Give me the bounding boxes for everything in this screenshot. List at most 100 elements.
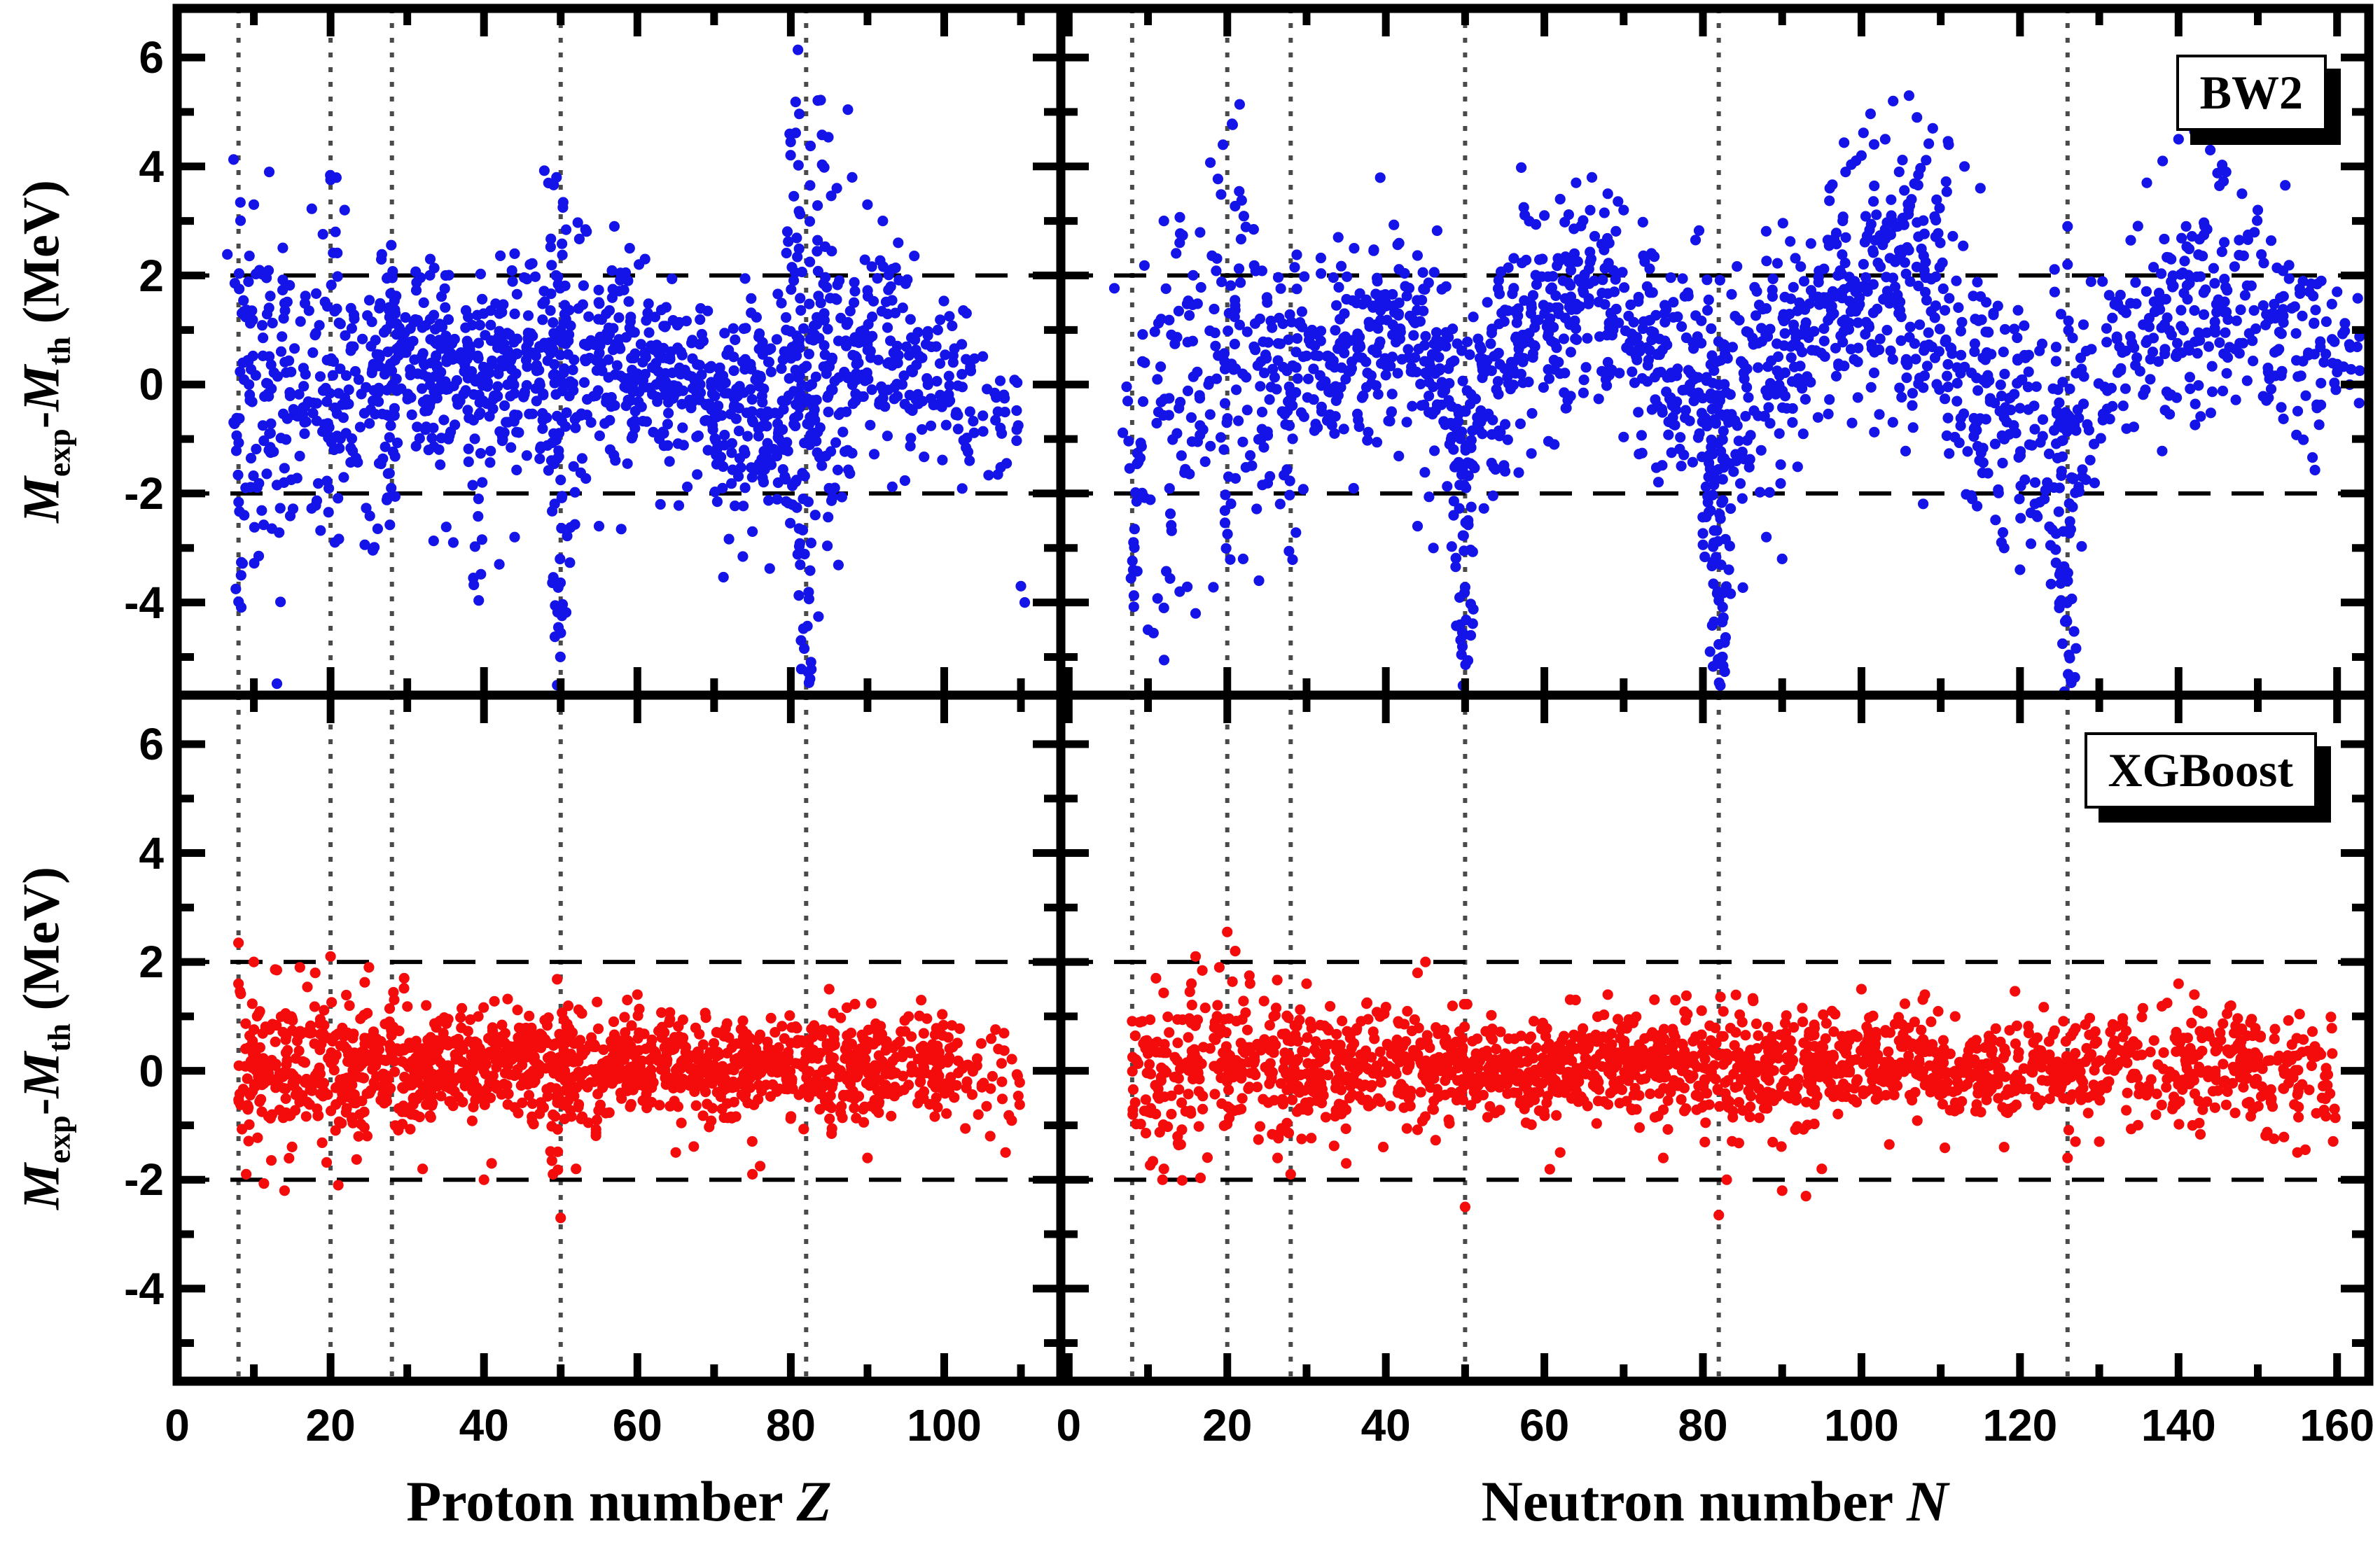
- data-point: [1155, 314, 1167, 325]
- data-point: [1787, 417, 1798, 428]
- data-point: [2035, 437, 2046, 448]
- data-point: [643, 1067, 654, 1078]
- data-point: [593, 314, 604, 325]
- data-point: [335, 363, 346, 375]
- data-point: [340, 399, 352, 410]
- data-point: [1706, 323, 1717, 335]
- data-point: [849, 1103, 860, 1114]
- data-point: [610, 455, 621, 466]
- data-point: [1283, 396, 1294, 407]
- data-point: [1218, 348, 1230, 359]
- data-point: [1744, 461, 1755, 473]
- data-point: [2257, 300, 2269, 312]
- data-point: [271, 480, 283, 491]
- data-point: [328, 356, 340, 367]
- data-point: [538, 165, 550, 176]
- data-point: [1365, 370, 1377, 382]
- data-point: [917, 352, 928, 363]
- data-point: [1990, 515, 2001, 526]
- data-point: [1244, 450, 1256, 461]
- data-point: [2316, 377, 2327, 389]
- data-point: [862, 199, 873, 210]
- data-point: [2031, 381, 2042, 392]
- data-point: [2076, 540, 2087, 552]
- data-point: [819, 241, 830, 252]
- data-point: [835, 312, 847, 323]
- data-point: [1968, 431, 1979, 442]
- data-point: [245, 452, 257, 464]
- data-point: [445, 1083, 456, 1094]
- data-point: [940, 419, 952, 431]
- data-point: [573, 1004, 585, 1015]
- data-point: [637, 356, 648, 368]
- data-point: [361, 1131, 373, 1142]
- data-point: [257, 350, 269, 361]
- data-point: [1192, 436, 1203, 447]
- data-point: [1654, 333, 1665, 344]
- data-point: [618, 1052, 629, 1063]
- data-point: [2014, 450, 2026, 461]
- data-point: [1881, 325, 1893, 336]
- data-point: [1158, 602, 1169, 614]
- data-point: [832, 279, 843, 291]
- data-point: [1519, 295, 1530, 306]
- data-point: [496, 307, 508, 318]
- data-point: [1015, 580, 1027, 592]
- data-point: [346, 433, 358, 445]
- data-point: [608, 323, 619, 334]
- data-point: [1253, 575, 1265, 587]
- data-point: [1989, 438, 2000, 449]
- data-point: [1255, 381, 1266, 392]
- data-point: [806, 379, 817, 390]
- data-point: [1530, 219, 1542, 230]
- data-point: [1108, 283, 1120, 294]
- data-point: [496, 431, 508, 442]
- data-point: [1603, 258, 1614, 269]
- data-point: [1844, 317, 1855, 328]
- data-point: [1443, 332, 1454, 343]
- data-point: [649, 1046, 660, 1057]
- data-point: [449, 333, 460, 345]
- data-point: [893, 237, 904, 249]
- data-point: [941, 1108, 952, 1119]
- data-point: [1631, 332, 1643, 343]
- data-point: [1998, 543, 2010, 554]
- data-point: [849, 297, 860, 308]
- data-point: [466, 1115, 478, 1126]
- data-point: [252, 1132, 263, 1143]
- data-point: [654, 1100, 665, 1111]
- data-point: [2075, 352, 2087, 363]
- data-point: [859, 254, 870, 265]
- data-point: [739, 273, 751, 284]
- data-point: [668, 380, 680, 391]
- data-point: [713, 1027, 724, 1038]
- data-point: [1723, 564, 1734, 575]
- data-point: [404, 1105, 415, 1116]
- data-point: [1387, 319, 1398, 330]
- data-point: [1605, 308, 1616, 319]
- data-point: [1992, 300, 2003, 312]
- data-point: [548, 317, 559, 328]
- data-point: [353, 374, 364, 385]
- data-point: [604, 1107, 615, 1118]
- data-point: [675, 347, 687, 358]
- data-point: [473, 1011, 484, 1022]
- data-point: [990, 414, 1001, 426]
- data-point: [783, 236, 794, 247]
- data-point: [1762, 390, 1774, 401]
- data-point: [277, 1026, 288, 1037]
- data-point: [361, 1088, 373, 1099]
- data-point: [1835, 330, 1846, 342]
- data-point: [485, 335, 497, 347]
- data-point: [594, 348, 605, 359]
- data-point: [841, 1002, 853, 1014]
- data-point: [551, 172, 562, 183]
- data-point: [524, 1010, 535, 1021]
- data-point: [1237, 436, 1248, 447]
- data-point: [1818, 335, 1830, 347]
- data-point: [1644, 345, 1655, 356]
- data-point: [727, 464, 738, 475]
- data-point: [749, 1051, 760, 1062]
- data-point: [421, 1099, 432, 1110]
- data-point: [1498, 316, 1510, 327]
